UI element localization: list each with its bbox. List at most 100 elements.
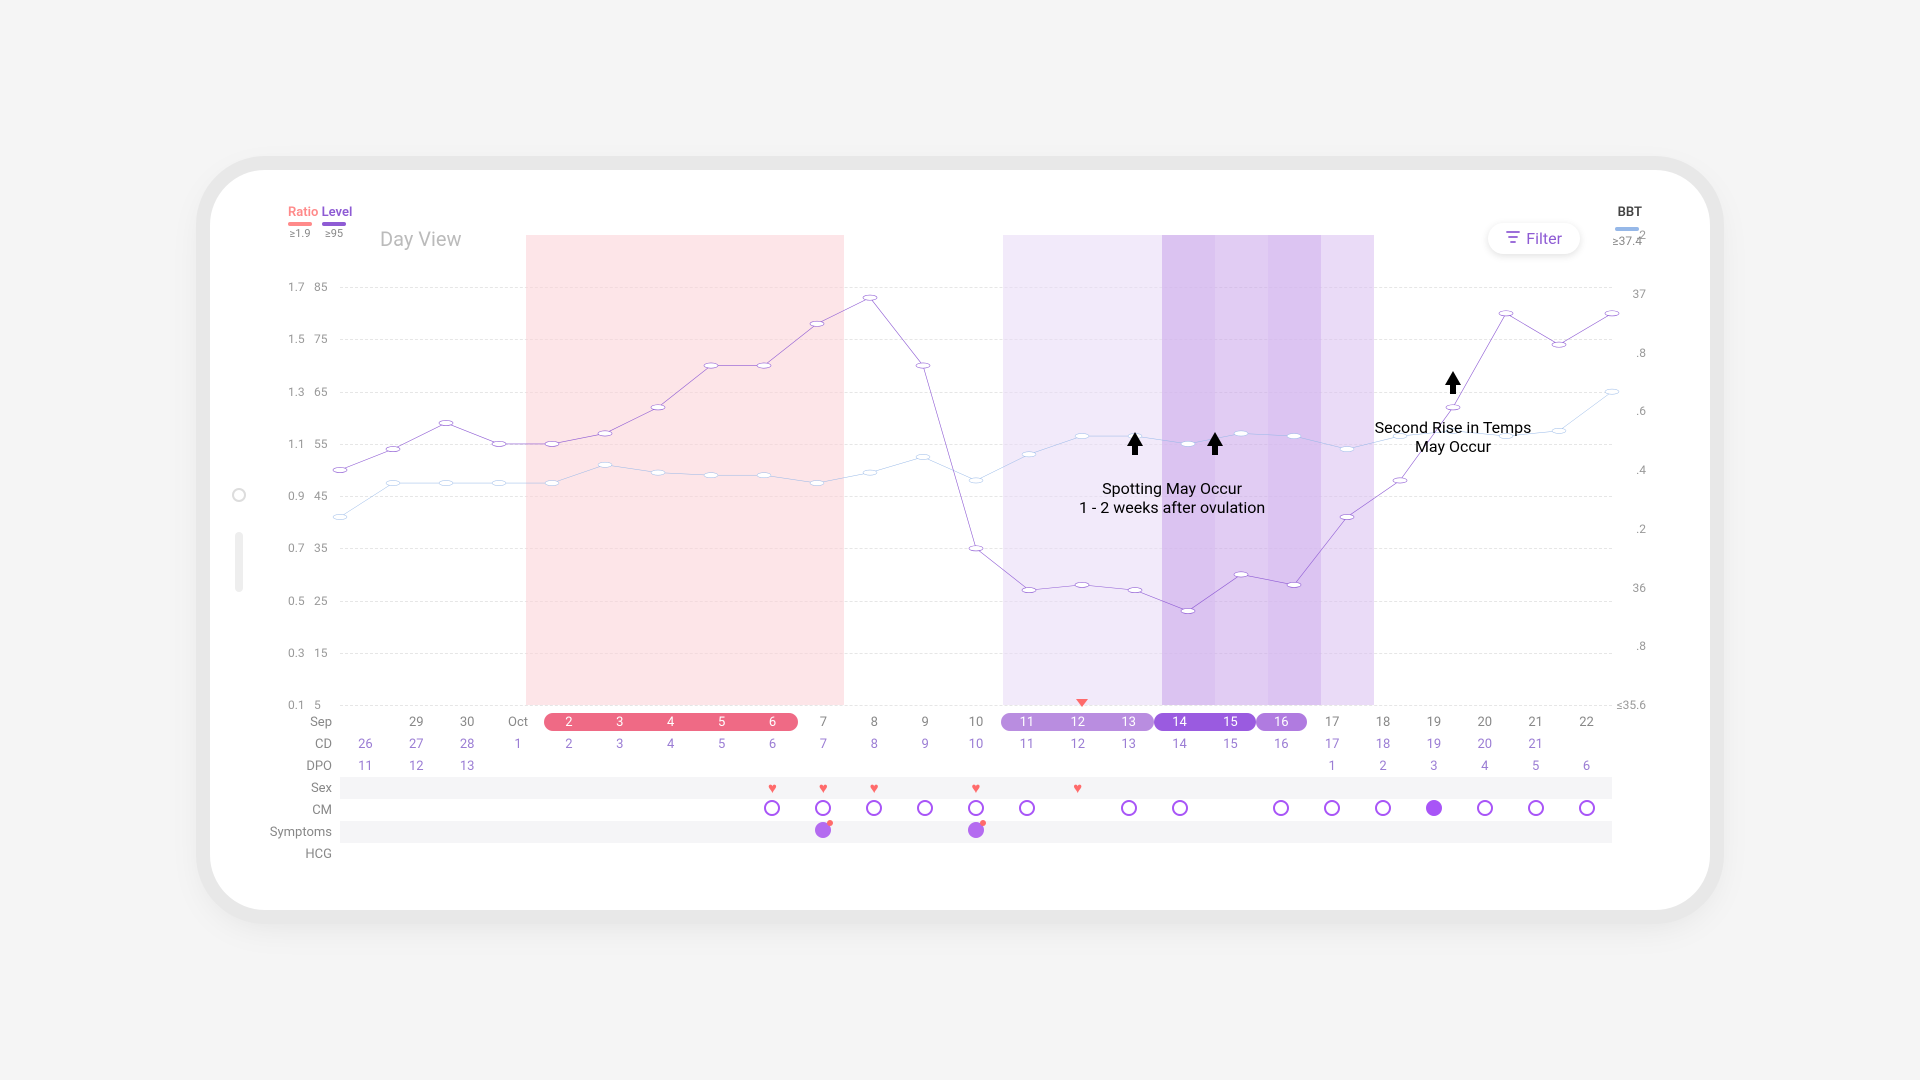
date-text: 12 bbox=[1052, 711, 1103, 733]
row-dpo-cell: 13 bbox=[442, 759, 493, 774]
y-left-level-tick: 35 bbox=[314, 541, 328, 555]
bbt-point bbox=[969, 478, 983, 483]
row-symptoms: Symptoms bbox=[340, 821, 1612, 843]
y-right-bbt-tick: ≤35.6 bbox=[1617, 698, 1647, 712]
cm-icon bbox=[917, 800, 933, 816]
date-text: 8 bbox=[849, 711, 900, 733]
row-cd-cell: 1 bbox=[493, 737, 544, 752]
level-point bbox=[1181, 608, 1195, 613]
row-dpo-cell: 11 bbox=[340, 759, 391, 774]
heart-icon: ♥ bbox=[819, 779, 828, 797]
bbt-point bbox=[333, 514, 347, 519]
level-point bbox=[757, 363, 771, 368]
row-cd-cell: 16 bbox=[1256, 737, 1307, 752]
row-cd-cell: 6 bbox=[747, 737, 798, 752]
y-left-ratio-tick: 0.3 bbox=[288, 646, 305, 660]
heart-icon: ♥ bbox=[768, 779, 777, 797]
y-left-level-tick: 25 bbox=[314, 594, 328, 608]
row-cd-cell: 27 bbox=[391, 737, 442, 752]
annotation-arrow-icon bbox=[1207, 432, 1223, 446]
y-left-ratio-tick: 1.1 bbox=[288, 437, 305, 451]
bbt-point bbox=[1181, 441, 1195, 446]
y-left-ratio-tick: 0.7 bbox=[288, 541, 305, 555]
cm-icon bbox=[1273, 800, 1289, 816]
date-text: 13 bbox=[1103, 711, 1154, 733]
row-cd-cell: 5 bbox=[696, 737, 747, 752]
level-point bbox=[386, 447, 400, 452]
date-text: 29 bbox=[391, 711, 442, 733]
level-point bbox=[1499, 311, 1513, 316]
row-cd-cell: 7 bbox=[798, 737, 849, 752]
date-text: 4 bbox=[645, 711, 696, 733]
row-cd-cell: 11 bbox=[1001, 737, 1052, 752]
level-point bbox=[1022, 588, 1036, 593]
row-dpo-cell: 4 bbox=[1459, 759, 1510, 774]
row-cd: CD26272812345678910111213141516171819202… bbox=[340, 733, 1612, 755]
row-cd-cell: 13 bbox=[1103, 737, 1154, 752]
cm-icon bbox=[764, 800, 780, 816]
row-cd-cell: 26 bbox=[340, 737, 391, 752]
camera-icon bbox=[232, 488, 246, 502]
phone-frame: Ratio Level ≥1.9 ≥95 BBT ≥37.4 Day View … bbox=[210, 170, 1710, 910]
row-dpo-cell: 6 bbox=[1561, 759, 1612, 774]
row-sex-label: Sex bbox=[311, 781, 338, 796]
level-point bbox=[1234, 572, 1248, 577]
annotation-text: Second Rise in TempsMay Occur bbox=[1375, 418, 1532, 456]
level-point bbox=[333, 467, 347, 472]
row-dpo-cell: 5 bbox=[1510, 759, 1561, 774]
y-right-bbt-tick: .6 bbox=[1636, 404, 1646, 418]
bbt-point bbox=[1075, 433, 1089, 438]
date-text: 2 bbox=[544, 711, 595, 733]
heart-icon: ♥ bbox=[1073, 779, 1082, 797]
date-text: 5 bbox=[696, 711, 747, 733]
y-right-bbt-tick: .2 bbox=[1636, 522, 1646, 536]
date-text: 20 bbox=[1459, 711, 1510, 733]
y-left-level-tick: 75 bbox=[314, 332, 328, 346]
row-dpo: DPO111213123456 bbox=[340, 755, 1612, 777]
date-text: 30 bbox=[442, 711, 493, 733]
date-text: 14 bbox=[1154, 711, 1205, 733]
row-hcg-label: HCG bbox=[305, 847, 338, 862]
cm-icon bbox=[968, 800, 984, 816]
level-point bbox=[651, 405, 665, 410]
row-dpo-label: DPO bbox=[306, 759, 338, 774]
symptom-icon bbox=[968, 822, 984, 838]
y-left-level-tick: 85 bbox=[314, 280, 328, 294]
level-point bbox=[916, 363, 930, 368]
date-text: 6 bbox=[747, 711, 798, 733]
date-text: Oct bbox=[493, 711, 544, 733]
date-text: 19 bbox=[1408, 711, 1459, 733]
y-left-level-tick: 45 bbox=[314, 489, 328, 503]
row-date: Sep2930Oct234567891011121314151617181920… bbox=[340, 711, 1612, 733]
row-date-label: Sep bbox=[310, 715, 338, 730]
level-point bbox=[439, 420, 453, 425]
level-point bbox=[1340, 514, 1354, 519]
symptom-icon bbox=[815, 822, 831, 838]
bbt-point bbox=[704, 473, 718, 478]
y-left-ratio-tick: 1.7 bbox=[288, 280, 305, 294]
level-point bbox=[1287, 582, 1301, 587]
level-point bbox=[1446, 405, 1460, 410]
heart-icon: ♥ bbox=[870, 779, 879, 797]
cm-icon bbox=[1019, 800, 1035, 816]
row-dpo-cell: 2 bbox=[1358, 759, 1409, 774]
row-dpo-cell: 12 bbox=[391, 759, 442, 774]
row-cd-label: CD bbox=[315, 737, 338, 752]
row-cd-cell: 10 bbox=[951, 737, 1002, 752]
bbt-point bbox=[1340, 447, 1354, 452]
y-left-ratio-tick: 0.1 bbox=[288, 698, 305, 712]
speaker-icon bbox=[235, 532, 243, 592]
level-point bbox=[492, 441, 506, 446]
bbt-point bbox=[1287, 433, 1301, 438]
date-text: 18 bbox=[1358, 711, 1409, 733]
cm-icon bbox=[1528, 800, 1544, 816]
row-dpo-cell: 3 bbox=[1408, 759, 1459, 774]
bbt-point bbox=[863, 470, 877, 475]
date-text bbox=[340, 711, 391, 733]
cm-icon bbox=[1426, 800, 1442, 816]
y-right-bbt-tick: 36 bbox=[1633, 581, 1647, 595]
y-left-ratio-tick: 1.5 bbox=[288, 332, 305, 346]
fertility-chart[interactable]: 0.150.3150.5250.7350.9451.1551.3651.5751… bbox=[340, 235, 1612, 705]
y-left-ratio-tick: 0.9 bbox=[288, 489, 305, 503]
row-cd-cell: 19 bbox=[1408, 737, 1459, 752]
